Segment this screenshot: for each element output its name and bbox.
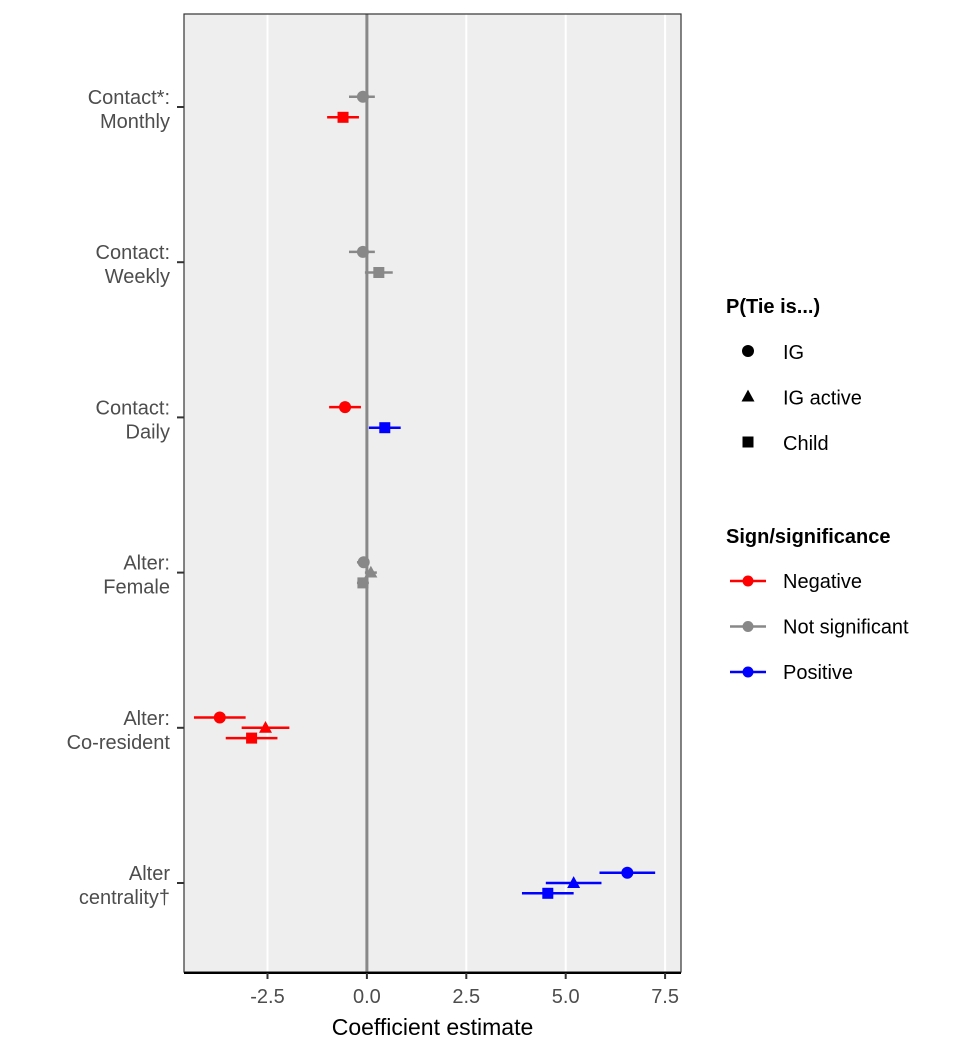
x-axis-title: Coefficient estimate <box>332 1014 534 1040</box>
legend-label-not-significant: Not significant <box>783 617 909 639</box>
point-child-female <box>357 577 369 589</box>
y-tick-label-female-2: Female <box>103 577 170 599</box>
axes: -2.5 0.0 2.5 5.0 7.5 Contact*:Monthly Contact:… <box>67 87 681 1008</box>
legend-label-positive: Positive <box>783 662 853 684</box>
point-ig-female <box>357 556 370 569</box>
x-tick-label-0: -2.5 <box>250 986 284 1008</box>
y-tick-label-monthly-1: Contact*: <box>88 87 170 109</box>
point-child-centrality <box>542 887 554 899</box>
legend-dot-negative <box>742 575 754 587</box>
point-child-daily <box>379 422 391 434</box>
plot-marks <box>193 90 656 899</box>
y-tick-label-daily-1: Contact: <box>96 397 170 419</box>
y-tick-label-daily-2: Daily <box>126 421 170 443</box>
legend-key-triangle <box>741 389 755 402</box>
legend-shape-title: P(Tie is...) <box>726 296 820 318</box>
y-tick-label-centrality-1: Alter <box>129 863 170 885</box>
point-ig-active-female <box>364 565 378 578</box>
y-tick-label-weekly-1: Contact: <box>96 242 170 264</box>
plot-panel <box>183 13 682 973</box>
legend-label-negative: Negative <box>783 571 862 593</box>
point-ig-active-coresident <box>259 720 273 733</box>
point-child-coresident <box>246 732 258 744</box>
point-child-monthly <box>337 111 349 123</box>
legend-label-ig: IG <box>783 342 804 364</box>
y-tick-label-centrality-2: centrality† <box>79 887 170 909</box>
legend-key-circle <box>742 345 754 357</box>
point-ig-daily <box>339 401 352 414</box>
legend-dot-positive <box>742 666 754 678</box>
x-tick-label-2: 2.5 <box>452 986 480 1008</box>
point-child-weekly <box>373 267 385 278</box>
panel-background <box>184 14 681 972</box>
y-tick-label-coresident-1: Alter: <box>123 708 170 730</box>
legend-sign: Sign/significance Negative Not significan… <box>726 526 909 684</box>
legend-key-square <box>742 436 754 448</box>
x-tick-label-4: 7.5 <box>651 986 679 1008</box>
point-ig-monthly <box>356 90 369 103</box>
y-tick-label-monthly-2: Monthly <box>100 111 170 133</box>
y-tick-label-weekly-2: Weekly <box>105 266 170 288</box>
legend-sign-title: Sign/significance <box>726 526 890 548</box>
point-ig-centrality <box>621 866 634 879</box>
y-tick-label-coresident-2: Co-resident <box>67 732 171 754</box>
point-ig-active-centrality <box>567 876 581 888</box>
x-tick-label-3: 5.0 <box>552 986 580 1008</box>
point-ig-weekly <box>356 245 369 258</box>
point-ig-coresident <box>213 711 226 724</box>
legend-label-child: Child <box>783 433 829 455</box>
legend-shape: P(Tie is...) IG IG active Child <box>726 296 862 455</box>
legend-label-ig-active: IG active <box>783 388 862 410</box>
legend-dot-not-significant <box>742 621 754 632</box>
y-tick-label-female-1: Alter: <box>123 553 170 575</box>
x-tick-label-1: 0.0 <box>353 986 381 1008</box>
